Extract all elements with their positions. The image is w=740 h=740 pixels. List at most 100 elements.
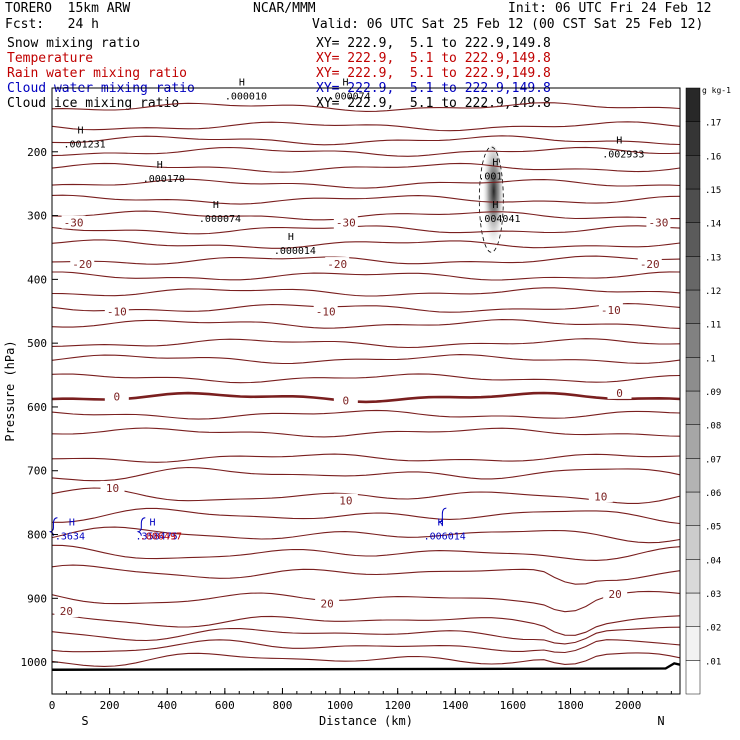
isotherm-line [51,146,681,157]
isotherm-line [51,303,681,313]
forecast-hour: Fcst: 24 h [5,17,99,32]
temperature-label: 10 [106,482,119,495]
snow-max-value: .000074 [199,214,241,225]
x-tick-label: 1800 [557,699,584,712]
temperature-label-bg [333,493,358,507]
temperature-label-bg [104,304,129,318]
colorbar-swatch [685,390,701,425]
legend-label: Snow mixing ratio [7,36,141,51]
temperature-label: -30 [336,217,356,230]
isotherm-line [51,239,681,249]
colorbar-swatch [685,559,701,594]
cloud-water-max-value: .006014 [424,532,466,543]
cloud-water-max-marker: H [69,518,75,529]
legend-label: Temperature [7,51,94,66]
init-time: Init: 06 UTC Fri 24 Feb 12 [508,1,712,16]
x-tick-label: 1600 [500,699,527,712]
temperature-label-bg [325,257,350,271]
temperature-label: 10 [594,490,607,503]
snow-shading [482,145,503,248]
colorbar-label: .08 [705,422,721,432]
colorbar-swatch [685,592,701,627]
snow-max-value: .000074 [329,92,371,103]
endpoint-right: N [657,714,664,728]
isotherm-line [51,225,681,235]
snow-max-marker: H [492,200,498,211]
temperature-label: -20 [72,258,92,271]
colorbar-swatch [685,188,701,223]
center-title: NCAR/MMM [253,1,316,16]
temperature-label-bg [104,389,129,403]
isotherm-line [51,652,681,667]
x-tick-label: 1200 [384,699,411,712]
plot-frame [51,87,681,695]
isotherm-line [52,271,681,281]
isotherm-line [51,162,681,173]
snow-max-marker: H [78,125,84,136]
y-tick-label: 400 [27,273,47,286]
temperature-label: 20 [60,605,73,618]
snow-max-value: .001231 [64,139,106,150]
colorbar-swatch [685,357,701,392]
terrain-line [51,662,681,671]
isotherm-line [51,102,681,112]
temperature-label-bg [54,604,79,618]
isotherm-line [51,135,681,146]
snow-contour [478,146,504,253]
colorbar-swatch [685,222,701,257]
isotherm-line [51,564,681,585]
isotherm-line [51,178,681,189]
y-tick-label: 1000 [21,656,48,669]
colorbar-swatch [685,525,701,560]
x-tick-label: 200 [100,699,120,712]
zero-isotherm [51,391,681,404]
colorbar-label: .05 [705,523,721,533]
colorbar-label: .01 [705,657,721,667]
temperature-label-bg [333,215,358,229]
colorbar-swatch [685,458,701,493]
valid-time: Valid: 06 UTC Sat 25 Feb 12 (00 CST Sat … [312,17,704,32]
temperature-label: 0 [114,391,121,404]
snow-max-marker: H [213,200,219,211]
colorbar-label: .1 [705,354,716,364]
colorbar-swatch [685,626,701,661]
temperature-label: -20 [640,258,660,271]
snow-max-value: .004041 [478,214,520,225]
colorbar-label: .15 [705,186,721,196]
x-tick-label: 0 [49,699,56,712]
rain-max-value: .006497 [140,532,182,543]
colorbar-swatch [685,87,701,122]
x-tick-label: 1000 [327,699,354,712]
isotherm-line [51,319,681,329]
colorbar-label: .03 [705,590,721,600]
temperature-label-bg [646,215,671,229]
colorbar-label: .07 [705,455,721,465]
legend-xy: XY= 222.9, 5.1 to 222.9,149.8 [316,66,551,81]
temperature-label: -10 [107,305,127,318]
y-tick-label: 900 [27,592,47,605]
cloud-water-contour [136,517,146,536]
cloud-water-max-marker: H [150,518,156,529]
temperature-label-bg [313,304,338,318]
temperature-label-bg [315,596,340,610]
snow-max-marker: H [239,78,245,89]
isotherm-line [51,338,681,349]
isotherm-line [51,427,681,438]
y-tick-label: 300 [27,210,47,223]
isotherm-line [51,409,681,420]
legend-xy: XY= 222.9, 5.1 to 222.9,149.8 [316,51,551,66]
colorbar-label: .12 [705,287,721,297]
isotherm-line [51,639,681,654]
snow-max-value: .001 [478,171,502,182]
temperature-label: -30 [648,217,668,230]
colorbar-unit: g kg-1 [702,86,731,95]
x-tick-label: 800 [273,699,293,712]
snow-max-marker: H [492,157,498,168]
snow-max-marker: H [616,136,622,147]
isotherm-line [51,194,681,205]
colorbar-swatch [685,424,701,459]
isotherm-line [51,210,680,221]
legend-label: Rain water mixing ratio [7,66,188,81]
temperature-label-bg [607,385,632,399]
